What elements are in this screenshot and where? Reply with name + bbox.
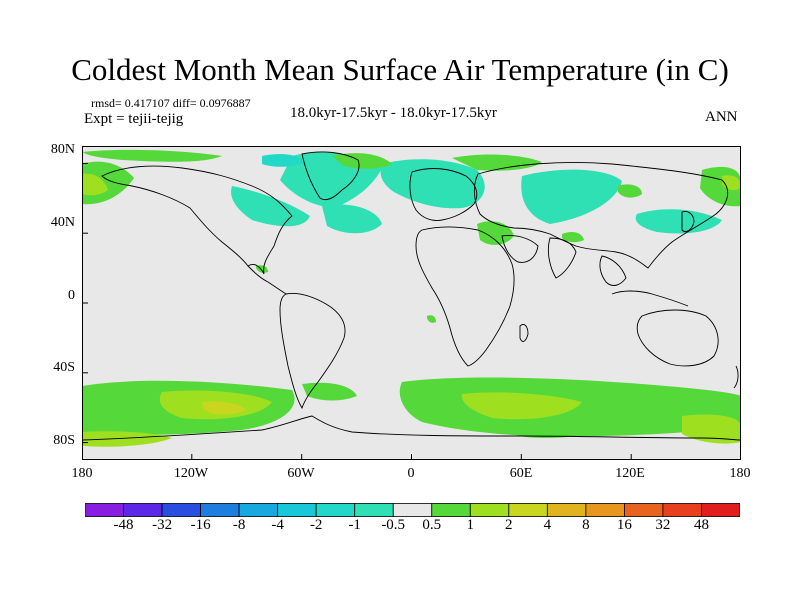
lat-label-40n: 40N bbox=[50, 215, 75, 230]
period-label: 18.0kyr-17.5kyr - 18.0kyr-17.5kyr bbox=[290, 105, 497, 121]
anomaly-patch-s-atlantic bbox=[302, 382, 357, 401]
map-title: Coldest Month Mean Surface Air Temperatu… bbox=[71, 52, 729, 87]
colorbar-box bbox=[354, 503, 394, 517]
anomaly-patch-n-atlantic bbox=[322, 204, 382, 234]
anomaly-patch-small-4 bbox=[427, 315, 436, 323]
colorbar-label: 8 bbox=[582, 517, 590, 533]
coast-australia bbox=[636, 309, 719, 367]
anomaly-patch-small-1 bbox=[618, 184, 642, 198]
colorbar-label: 4 bbox=[543, 517, 552, 533]
colorbar-label: -32 bbox=[152, 517, 173, 533]
anomaly-patch-japan bbox=[635, 209, 722, 234]
anomaly-fill-layer bbox=[82, 149, 741, 447]
colorbar-label: -4 bbox=[271, 517, 284, 533]
experiment-label: Expt = tejii-tejig bbox=[84, 111, 184, 127]
anomaly-patch-n-america bbox=[231, 186, 310, 227]
anomaly-patch-siberia bbox=[521, 169, 622, 224]
coast-madagascar bbox=[519, 323, 529, 342]
colorbar-label: -1 bbox=[348, 517, 361, 533]
anomaly-patch-antarctic-coast bbox=[682, 414, 741, 444]
lat-label-40s: 40S bbox=[53, 360, 75, 375]
anomaly-patch-barents bbox=[380, 159, 485, 209]
coast-new-zealand bbox=[733, 365, 739, 389]
coast-arabia bbox=[501, 235, 539, 263]
colorbar-label: -16 bbox=[190, 517, 211, 533]
colorbar-label: 1 bbox=[466, 517, 475, 533]
colorbar-label: 0.5 bbox=[422, 517, 442, 533]
colorbar-box bbox=[315, 503, 356, 517]
anomaly-patch-small-2 bbox=[562, 232, 584, 243]
colorbar-box bbox=[238, 503, 279, 517]
colorbar-box bbox=[469, 503, 510, 517]
coast-asia bbox=[473, 162, 729, 269]
anomaly-patch-russia bbox=[452, 154, 542, 171]
anomaly-patch-mideast bbox=[477, 221, 514, 245]
coast-japan bbox=[681, 211, 695, 233]
stats-label: rmsd= 0.417107 diff= 0.0976887 bbox=[91, 96, 251, 110]
colorbar-label: 32 bbox=[655, 517, 671, 533]
lat-label-80n: 80N bbox=[50, 142, 75, 157]
anomaly-patch-alaska-core bbox=[82, 173, 108, 196]
colorbar-box bbox=[701, 503, 740, 517]
colorbar-box bbox=[123, 503, 163, 517]
colorbar-box bbox=[392, 503, 433, 517]
lon-label-60w: 60W bbox=[287, 466, 315, 481]
coast-indonesia bbox=[611, 290, 689, 307]
anomaly-patch-s-indian-core bbox=[461, 392, 582, 420]
lat-label-0: 0 bbox=[68, 288, 75, 303]
anomaly-patch-canada bbox=[82, 149, 222, 162]
colorbar-box bbox=[200, 503, 240, 517]
colorbar bbox=[85, 503, 740, 517]
lon-label-0: 0 bbox=[407, 466, 415, 481]
coast-se-asia bbox=[599, 255, 627, 286]
colorbar-box bbox=[585, 503, 625, 517]
coast-india bbox=[547, 237, 577, 279]
colorbar-box bbox=[662, 503, 702, 517]
colorbar-label: -2 bbox=[309, 517, 323, 533]
colorbar-box bbox=[431, 503, 471, 517]
anomaly-patch-antarctic-1 bbox=[82, 431, 172, 447]
coast-south-america bbox=[279, 293, 346, 410]
coast-africa bbox=[415, 226, 515, 367]
lat-label-80s: 80S bbox=[53, 433, 75, 448]
colorbar-label: -8 bbox=[232, 517, 246, 533]
anomaly-patch-southern-pacific-hot bbox=[202, 401, 246, 415]
colorbar-box bbox=[624, 503, 664, 517]
colorbar-box bbox=[161, 503, 201, 517]
map-ticks bbox=[82, 162, 741, 460]
colorbar-label: -0.5 bbox=[381, 517, 406, 533]
coastlines bbox=[82, 151, 741, 441]
lon-label-180w: 180 bbox=[71, 466, 93, 481]
colorbar-label: 48 bbox=[694, 517, 709, 533]
season-label: ANN bbox=[705, 109, 738, 125]
colorbar-boxes bbox=[85, 503, 740, 517]
lon-label-180e: 180 bbox=[729, 466, 751, 481]
coast-greenland bbox=[301, 151, 360, 201]
anomaly-patch-eurasia bbox=[332, 153, 392, 169]
colorbar-box bbox=[508, 503, 548, 517]
anomaly-patch-antarctic-2 bbox=[512, 423, 602, 438]
colorbar-box bbox=[85, 503, 124, 517]
colorbar-box bbox=[546, 503, 587, 517]
lon-label-120e: 120E bbox=[615, 466, 645, 481]
colorbar-label: 2 bbox=[505, 517, 513, 533]
lon-label-60e: 60E bbox=[509, 466, 533, 481]
lon-label-120w: 120W bbox=[173, 466, 209, 481]
coast-antarctica bbox=[82, 415, 741, 441]
coast-north-america bbox=[101, 165, 293, 275]
colorbar-label: -48 bbox=[113, 517, 134, 533]
coast-central-america bbox=[247, 265, 287, 295]
world-map bbox=[82, 146, 741, 460]
colorbar-label: 16 bbox=[616, 517, 632, 533]
coast-europe bbox=[409, 168, 478, 221]
anomaly-patch-arctic bbox=[262, 154, 304, 167]
colorbar-box bbox=[277, 503, 317, 517]
